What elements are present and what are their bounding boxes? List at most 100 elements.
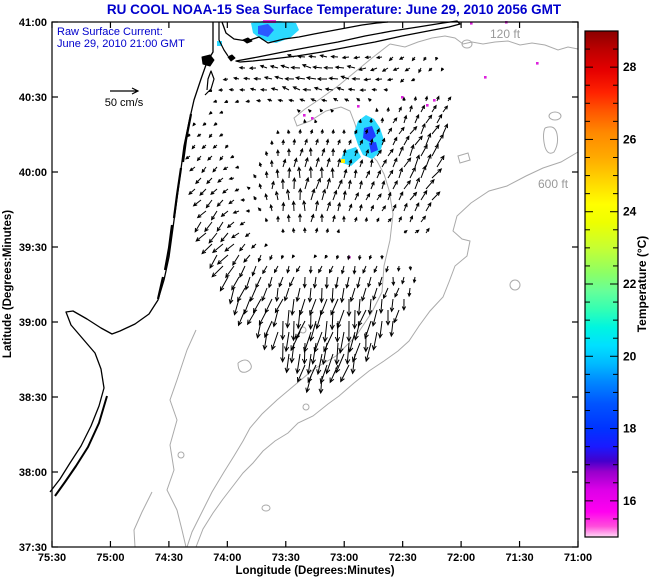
current-vector-arrow (224, 243, 235, 252)
current-vector-arrow (359, 180, 363, 190)
current-vector-arrow (282, 158, 287, 168)
current-vector-arrow (275, 168, 280, 179)
current-vector-arrow (228, 287, 235, 305)
depth-contour-loop (302, 403, 310, 411)
current-vector-arrow (192, 199, 202, 207)
current-vector-arrow (306, 353, 312, 375)
y-tick-label: 40:30 (19, 92, 47, 104)
x-tick-label: 72:30 (389, 552, 417, 564)
current-vector-arrow (239, 88, 246, 92)
current-vector-arrow (228, 88, 235, 92)
current-vector-arrow (234, 165, 240, 169)
current-vector-arrow (207, 155, 213, 161)
current-vector-arrow (206, 177, 213, 185)
x-tick-label: 71:30 (505, 552, 533, 564)
current-vector-arrow (196, 133, 202, 137)
current-vector-arrow (414, 202, 420, 212)
current-vector-arrow (378, 276, 383, 287)
current-vector-arrow (216, 221, 224, 232)
sst-patch (363, 126, 376, 142)
current-vector-arrow (323, 331, 334, 353)
current-vector-arrow (425, 114, 433, 124)
current-vector-arrow (350, 353, 356, 375)
current-vector-arrow (239, 265, 246, 279)
current-vector-arrow (420, 122, 426, 135)
current-vector-arrow (196, 155, 202, 162)
current-vector-arrow (431, 191, 441, 201)
current-vector-arrow (345, 276, 350, 289)
current-vector-arrow (359, 159, 364, 168)
current-vector-arrow (324, 87, 334, 92)
current-vector-arrow (420, 104, 425, 113)
current-vector-arrow (295, 287, 301, 303)
current-vector-arrow (212, 243, 224, 254)
current-vector-arrow (336, 86, 345, 91)
current-vector-arrow (340, 75, 350, 80)
current-vector-arrow (305, 76, 317, 81)
sst-magenta-dot (484, 76, 487, 79)
current-vector-arrow (420, 144, 428, 157)
current-vector-arrow (394, 287, 400, 298)
current-vector-arrow (201, 243, 213, 255)
current-vector-arrow (303, 118, 307, 124)
current-vector-arrow (329, 309, 335, 331)
current-vector-arrow (325, 227, 329, 234)
current-vector-arrow (387, 127, 393, 135)
current-vector-arrow (270, 140, 274, 146)
current-vector-arrow (409, 143, 415, 157)
sst-magenta-dot (357, 105, 360, 108)
current-vector-arrow (330, 54, 339, 59)
sst-magenta-dot (433, 99, 436, 102)
current-vector-arrow (318, 375, 324, 395)
x-tick-label: 73:30 (272, 552, 300, 564)
current-vector-arrow (318, 265, 323, 274)
current-vector-arrow (299, 147, 304, 157)
current-vector-arrow (381, 137, 386, 146)
current-vector-arrow (425, 201, 432, 212)
coast-path (54, 395, 108, 497)
current-vector-arrow (368, 254, 373, 260)
surface-current-annotation-line2: June 29, 2010 21:00 GMT (57, 38, 185, 50)
coast-path (218, 22, 229, 57)
current-vector-arrow (195, 232, 207, 242)
current-vector-arrow (330, 167, 335, 179)
scale-arrow (110, 87, 140, 95)
current-vectors (185, 54, 452, 395)
current-vector-arrow (436, 133, 444, 146)
current-vector-arrow (286, 54, 295, 58)
current-vector-arrow (295, 320, 306, 340)
current-vector-arrow (403, 114, 408, 124)
current-vector-arrow (420, 189, 428, 201)
current-vector-arrow (234, 188, 240, 192)
current-vector-arrow (322, 320, 328, 343)
current-vector-arrow (262, 265, 268, 275)
current-vector-arrow (436, 113, 443, 124)
current-vector-arrow (409, 166, 416, 179)
current-vector-arrow (388, 56, 394, 62)
colorbar-tick-label: 24 (623, 205, 637, 219)
current-vector-arrow (278, 276, 284, 288)
current-vector-arrow (354, 191, 359, 201)
current-vector-arrow (307, 364, 317, 384)
current-vector-arrow (305, 375, 312, 394)
current-vector-arrow (286, 213, 291, 223)
current-vector-arrow (392, 117, 398, 124)
current-vector-arrow (321, 147, 326, 157)
colorbar-tick-label: 26 (623, 132, 637, 146)
x-tick-label: 75:30 (38, 552, 66, 564)
current-vector-arrow (245, 209, 250, 213)
current-vector-arrow (308, 147, 313, 157)
current-vector-arrow (401, 298, 407, 312)
x-tick-label: 74:00 (213, 552, 241, 564)
current-vector-arrow (352, 309, 358, 330)
current-vector-arrow (297, 54, 306, 59)
current-vector-arrow (391, 276, 396, 287)
current-vector-arrow (403, 135, 410, 146)
current-vector-arrow (381, 159, 387, 168)
current-vector-arrow (349, 287, 356, 303)
current-vector-arrow (255, 320, 262, 339)
colorbar-tick-label: 28 (623, 60, 637, 74)
axis-tick-labels: 75:30 75:00 74:30 74:00 73:30 73:00 72:30 72:00… (19, 17, 592, 564)
current-vector-arrow (425, 178, 435, 190)
current-vector-arrow (248, 66, 257, 70)
